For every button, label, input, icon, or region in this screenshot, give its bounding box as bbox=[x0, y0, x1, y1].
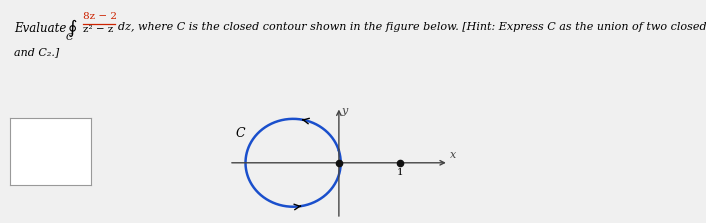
Text: y: y bbox=[341, 106, 347, 116]
Text: z² − z: z² − z bbox=[83, 25, 114, 34]
Text: dz, where C is the closed contour shown in the figure below. [Hint: Express C as: dz, where C is the closed contour shown … bbox=[118, 22, 706, 32]
Text: ∮: ∮ bbox=[68, 19, 78, 37]
Text: 1: 1 bbox=[397, 168, 403, 177]
Text: 8z − 2: 8z − 2 bbox=[83, 12, 117, 21]
Text: C: C bbox=[235, 127, 245, 140]
Text: x: x bbox=[450, 150, 456, 160]
Text: Evaluate: Evaluate bbox=[14, 22, 66, 35]
Text: and C₂.]: and C₂.] bbox=[14, 47, 59, 57]
Text: C: C bbox=[66, 33, 73, 42]
